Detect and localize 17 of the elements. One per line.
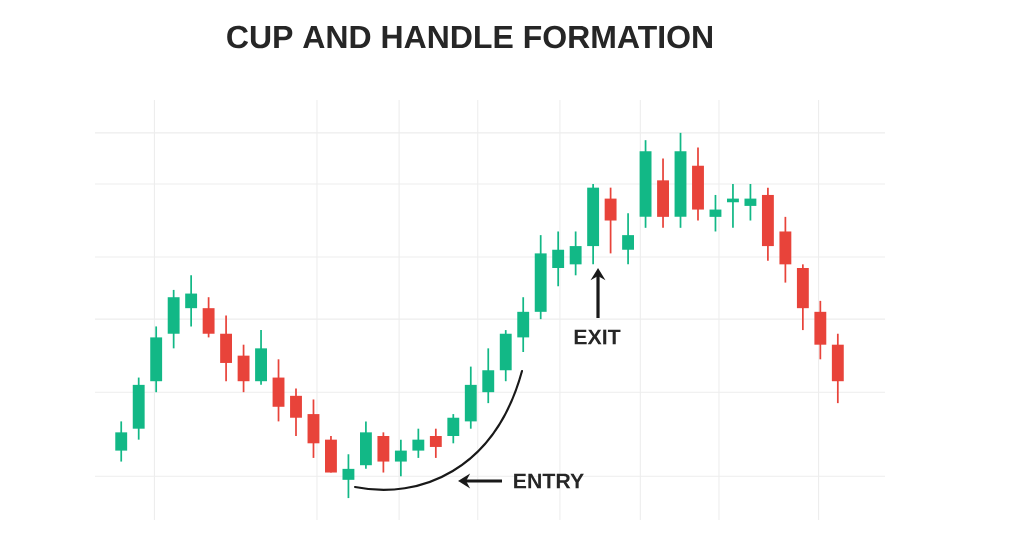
chart-title: CUP AND HANDLE FORMATION xyxy=(227,25,712,49)
candlestick xyxy=(482,347,495,404)
candlestick xyxy=(115,420,128,463)
candlestick xyxy=(552,230,565,288)
candlestick xyxy=(429,427,442,459)
annotation: EXIT xyxy=(574,329,621,345)
candlestick xyxy=(604,186,617,255)
candlestick xyxy=(394,438,407,478)
annotation: ENTRY xyxy=(514,473,584,489)
candlestick xyxy=(569,230,582,277)
candlestick xyxy=(342,453,355,499)
candlestick xyxy=(412,427,425,459)
candlestick xyxy=(185,274,198,328)
candlestick xyxy=(290,387,302,437)
candlestick xyxy=(447,413,460,445)
candlestick xyxy=(622,212,635,266)
candlestick xyxy=(744,183,757,222)
